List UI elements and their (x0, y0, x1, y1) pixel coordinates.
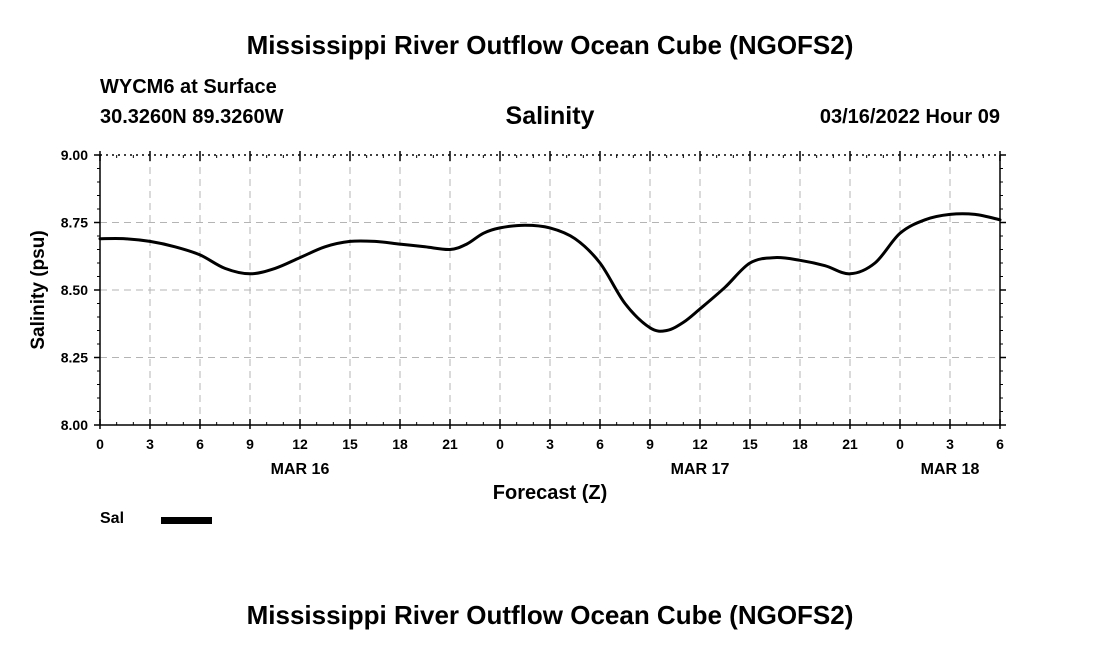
x-tick-label: 3 (946, 436, 954, 452)
x-tick-label: 21 (442, 436, 458, 452)
station-coordinates: 30.3260N 89.3260W (100, 106, 284, 128)
salinity-chart: 8.00 8.25 8.50 8.75 9.00 0 3 6 9 12 15 18 21 0 3 6 9 12 15… (28, 147, 1006, 478)
x-date-label: MAR 18 (921, 461, 980, 478)
x-tick-label: 6 (596, 436, 604, 452)
x-tick-label: 6 (196, 436, 204, 452)
footer-title: Mississippi River Outflow Ocean Cube (NG… (246, 600, 854, 630)
series-line-sal (98, 212, 1002, 333)
y-axis-label: Salinity (psu) (28, 230, 49, 349)
x-tick-label: 0 (896, 436, 904, 452)
x-tick-label: 15 (342, 436, 358, 452)
x-tick-label: 3 (546, 436, 554, 452)
x-tick-label: 12 (292, 436, 308, 452)
x-date-label: MAR 16 (271, 461, 330, 478)
y-tick-label: 9.00 (61, 147, 88, 163)
y-tick-label: 8.25 (61, 350, 88, 366)
station-label: WYCM6 at Surface (100, 76, 277, 98)
grid-layer (100, 154, 1000, 425)
y-tick-label: 8.00 (61, 417, 88, 433)
x-axis-label: Forecast (Z) (492, 482, 608, 504)
forecast-datetime: 03/16/2022 Hour 09 (819, 106, 1000, 128)
x-date-label: MAR 17 (671, 461, 730, 478)
series-layer (98, 212, 1002, 333)
label-layer: 8.00 8.25 8.50 8.75 9.00 0 3 6 9 12 15 18 21 0 3 6 9 12 15… (61, 147, 1004, 478)
chart-main-title: Mississippi River Outflow Ocean Cube (NG… (246, 30, 854, 60)
x-tick-label: 3 (146, 436, 154, 452)
x-tick-label: 0 (96, 436, 104, 452)
legend-label: Sal (100, 510, 125, 527)
y-tick-label: 8.75 (61, 215, 88, 231)
x-tick-label: 6 (996, 436, 1004, 452)
x-tick-label: 21 (842, 436, 858, 452)
x-tick-label: 15 (742, 436, 758, 452)
x-tick-label: 12 (692, 436, 708, 452)
x-tick-label: 0 (496, 436, 504, 452)
x-tick-label: 18 (792, 436, 808, 452)
x-tick-label: 9 (646, 436, 654, 452)
axis-layer (94, 151, 1006, 429)
x-tick-label: 18 (392, 436, 408, 452)
y-tick-label: 8.50 (61, 282, 88, 298)
legend-swatch (161, 517, 212, 524)
x-tick-label: 9 (246, 436, 254, 452)
chart-title: Salinity (505, 102, 595, 130)
